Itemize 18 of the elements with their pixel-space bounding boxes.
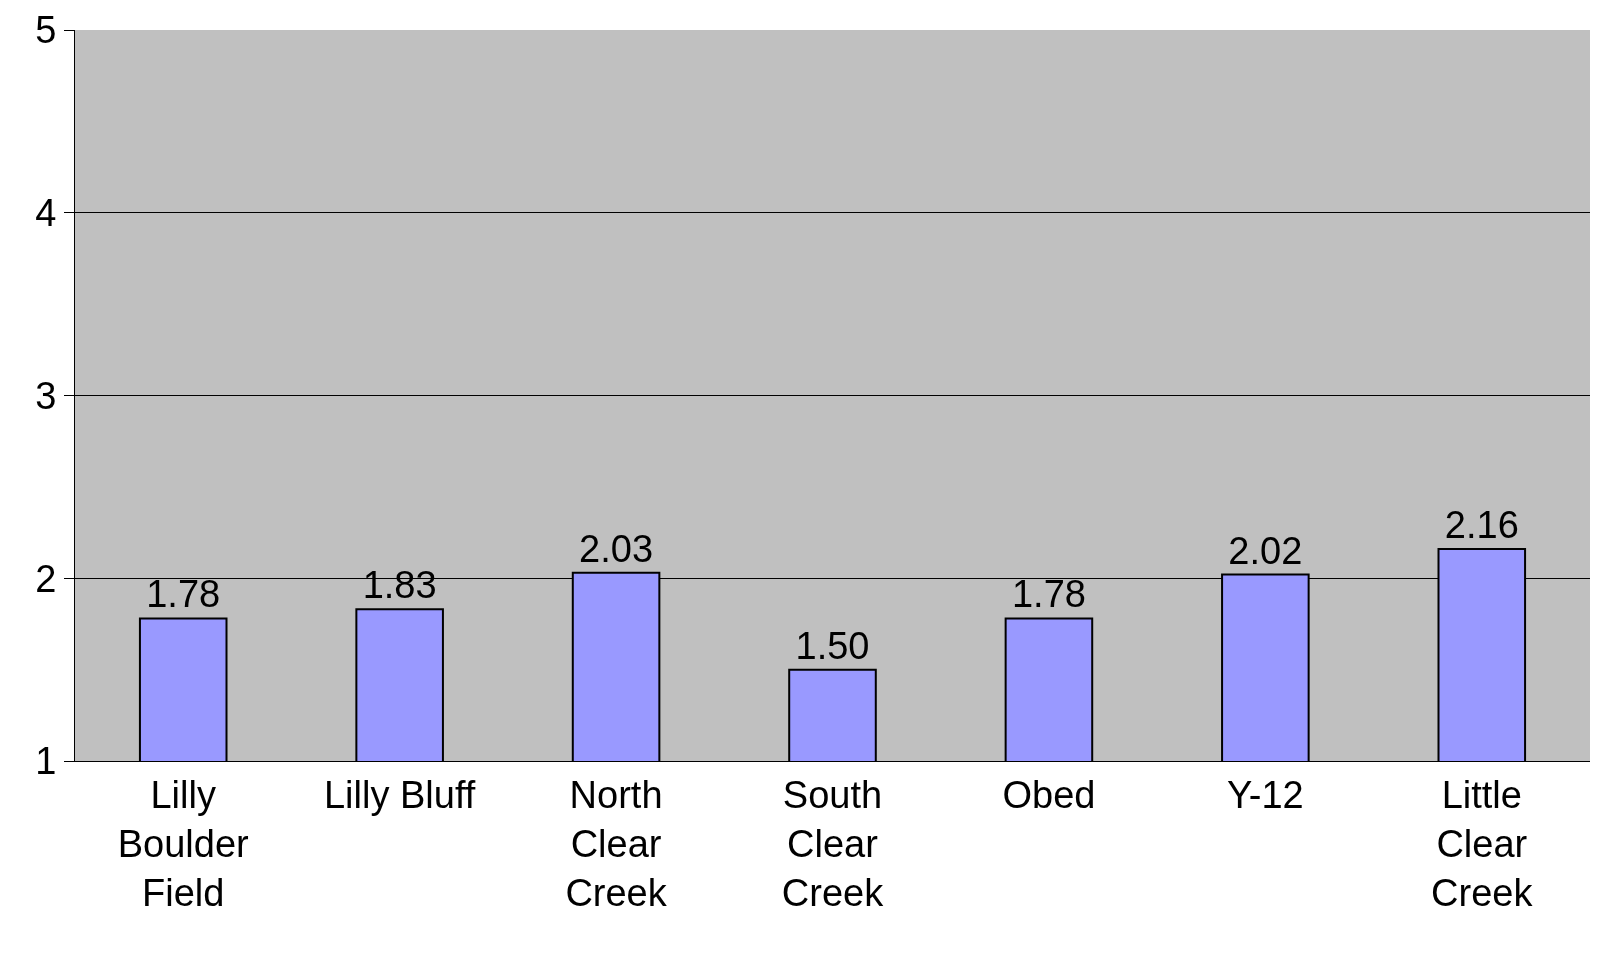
- x-tick-label: Lilly Bluff: [323, 773, 476, 816]
- y-tick-label: 2: [35, 557, 57, 600]
- x-tick-label: Little Clear Creek: [1431, 773, 1534, 915]
- data-label: 2.03: [579, 527, 654, 570]
- x-tick-label: North Clear Creek: [565, 773, 668, 915]
- x-tick-label: Y-12: [1226, 773, 1304, 816]
- x-tick-label: Obed: [1002, 773, 1096, 816]
- x-tick-label: South Clear Creek: [781, 773, 885, 915]
- y-tick-label: 1: [35, 740, 57, 783]
- y-tick-label: 4: [35, 192, 57, 235]
- data-label: 1.50: [795, 624, 870, 667]
- data-label: 1.78: [146, 573, 221, 616]
- data-label: 2.02: [1228, 529, 1303, 572]
- x-tick-label: Lilly Boulder Field: [117, 773, 250, 915]
- data-label: 1.78: [1011, 573, 1086, 616]
- y-tick-label: 5: [35, 9, 57, 52]
- y-tick-label: 3: [35, 374, 57, 417]
- data-label: 2.16: [1444, 504, 1519, 547]
